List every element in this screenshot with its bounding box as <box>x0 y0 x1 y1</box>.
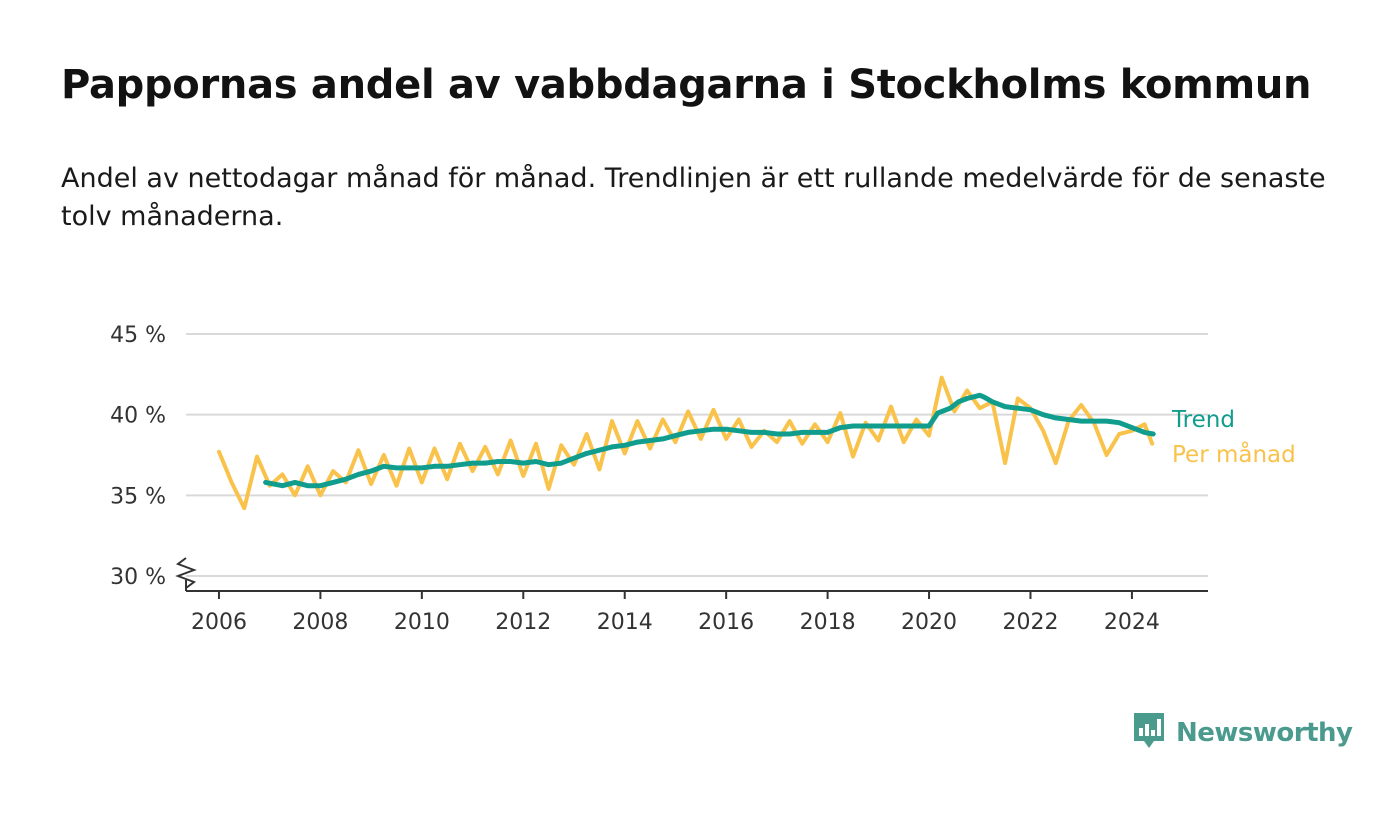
series-label-monthly: Per månad <box>1172 440 1296 468</box>
x-tick-label: 2012 <box>495 610 551 635</box>
series-labels: Trend Per månad <box>1171 407 1296 468</box>
series-line-monthly <box>217 375 1155 511</box>
newsworthy-logo-text: Newsworthy <box>1176 718 1353 748</box>
x-tick-label: 2006 <box>191 610 247 635</box>
x-tick-label: 2018 <box>800 610 856 635</box>
y-tick-label: 30 % <box>110 565 166 590</box>
axes: 30 % 35 % 40 % 45 % 2006 2008 2010 2012 2014 2016… <box>110 323 1208 635</box>
series-lines <box>217 375 1156 511</box>
chart-subtitle: Andel av nettodagar månad för månad. Tre… <box>61 163 1326 232</box>
y-axis-break-icon <box>175 557 197 589</box>
x-tick-label: 2008 <box>292 610 348 635</box>
newsworthy-logo-icon <box>1132 711 1166 755</box>
x-tick-label: 2022 <box>1002 610 1058 635</box>
series-line-trend <box>263 392 1156 489</box>
x-tick-label: 2010 <box>394 610 450 635</box>
y-tick-label: 40 % <box>110 404 166 429</box>
newsworthy-logo[interactable]: Newsworthy <box>1132 711 1353 755</box>
y-tick-label: 45 % <box>110 323 166 348</box>
series-label-trend: Trend <box>1171 407 1235 433</box>
x-tick-label: 2016 <box>698 610 754 635</box>
x-tick-label: 2014 <box>597 610 653 635</box>
y-tick-label: 35 % <box>110 484 166 509</box>
chart-title: Pappornas andel av vabbdagarna i Stockho… <box>61 62 1312 108</box>
x-tick-label: 2024 <box>1104 610 1160 635</box>
x-tick-label: 2020 <box>901 610 957 635</box>
